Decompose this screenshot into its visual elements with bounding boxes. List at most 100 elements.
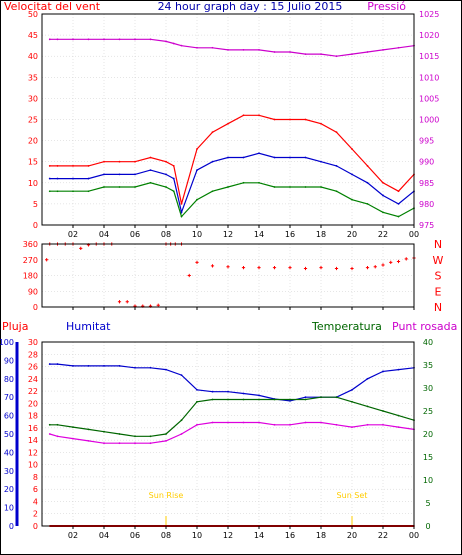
wind-y-tick-label: 20: [28, 137, 38, 146]
series-gust-point: [149, 156, 152, 159]
temperature-y-tick-label: 25: [423, 407, 433, 416]
humidity-label: Humitat: [66, 320, 111, 333]
pressure-label: Pressió: [367, 0, 406, 13]
series-pressure-point: [149, 38, 152, 41]
series-temperature-point: [103, 430, 105, 433]
series-pressure-point: [56, 38, 59, 41]
direction-y-tick-label: 0: [33, 303, 38, 312]
wind-direction-point: [396, 259, 401, 264]
series-humidity-point: [258, 394, 260, 397]
series-dewpoint-point: [397, 426, 400, 428]
series-pressure-point: [227, 48, 229, 51]
series-avg-point: [118, 173, 121, 176]
wind-direction-point: [303, 266, 308, 271]
x-tick-label: 06: [130, 230, 140, 239]
wind-y-tick-label: 5: [33, 200, 38, 209]
series-humidity-point: [242, 392, 245, 395]
series-temperature-point: [180, 419, 183, 422]
series-gust-point: [180, 203, 183, 205]
series-avg-point: [196, 169, 198, 172]
humidity-y-tick-label: 60: [4, 412, 14, 421]
series-dewpoint-point: [103, 442, 105, 445]
series-gust-point: [172, 165, 175, 167]
x-tick-label: 18: [316, 230, 326, 239]
wind-direction-point: [79, 246, 83, 250]
series-gust-point: [134, 160, 136, 163]
wind-direction-point: [381, 263, 385, 267]
series-humidity-point: [56, 363, 59, 365]
series-pressure-point: [304, 53, 307, 55]
series-avg-point: [366, 181, 369, 184]
series-low-point: [196, 198, 198, 201]
rain-y-tick-label: 10: [28, 461, 38, 470]
series-avg-point: [149, 169, 152, 172]
wind-direction-point: [257, 266, 261, 270]
series-temperature-point: [397, 414, 400, 417]
series-humidity-line: [49, 363, 415, 402]
rain-y-tick-label: 28: [28, 350, 38, 359]
series-avg-point: [165, 173, 167, 176]
humidity-y-tick-label: 80: [4, 375, 14, 384]
rain-label: Pluja: [2, 320, 28, 333]
wind-direction-point: [288, 266, 292, 270]
wind-y-tick-label: 45: [28, 31, 38, 40]
series-pressure-line: [49, 38, 415, 57]
x-tick-label: 02: [68, 531, 78, 540]
series-humidity-point: [87, 365, 90, 367]
series-pressure-point: [134, 38, 136, 41]
direction-y-tick-label: 180: [23, 272, 38, 281]
wind-y-tick-label: 10: [28, 179, 38, 188]
series-gust-point: [56, 165, 59, 167]
series-low-point: [397, 215, 400, 218]
series-gust-point: [87, 165, 90, 167]
series-gust-point: [382, 181, 384, 184]
rain-y-tick-label: 12: [28, 448, 38, 457]
temperature-y-tick-label: 20: [423, 430, 433, 439]
pressure-y-tick-label: 990: [419, 158, 434, 167]
series-humidity-point: [397, 368, 400, 371]
wind-direction-point: [350, 266, 354, 271]
series-humidity-point: [165, 368, 167, 371]
humidity-y-tick-label: 100: [0, 338, 14, 347]
series-avg-point: [382, 194, 384, 197]
series-low-point: [211, 190, 214, 193]
wind-y-tick-label: 15: [28, 158, 38, 167]
series-low-point: [258, 181, 260, 184]
series-pressure-point: [335, 55, 338, 58]
temperature-y-tick-label: 30: [423, 384, 433, 393]
series-temperature-point: [149, 435, 152, 438]
series-humidity-point: [382, 370, 384, 373]
series-temperature-point: [196, 400, 198, 403]
series-avg-point: [304, 156, 307, 159]
series-dewpoint-point: [134, 442, 136, 445]
series-humidity-point: [304, 396, 307, 399]
pressure-y-tick-label: 1015: [419, 52, 439, 61]
rain-y-tick-label: 14: [28, 436, 38, 445]
grid-layer: [42, 13, 415, 527]
series-temperature-point: [227, 398, 229, 401]
x-tick-label: 20: [347, 230, 357, 239]
series-pressure-point: [72, 38, 74, 41]
wind-direction-point: [125, 300, 129, 304]
series-low-point: [118, 186, 121, 188]
series-humidity-point: [211, 390, 214, 393]
series-temperature-point: [304, 398, 307, 401]
series-temperature-point: [165, 433, 167, 435]
series-humidity-point: [180, 374, 183, 377]
x-tick-label: 12: [223, 230, 233, 239]
series-dewpoint-point: [382, 423, 384, 426]
series-low-point: [366, 203, 369, 205]
x-tick-label: 00: [409, 230, 419, 239]
temperature-label: Temperatura: [311, 320, 382, 333]
wind-direction-point: [272, 266, 277, 270]
series-gust-point: [335, 131, 338, 134]
series-pressure-point: [211, 46, 214, 49]
series-low-point: [72, 190, 74, 193]
series-gust-point: [165, 160, 167, 163]
series-temperature-point: [48, 423, 51, 426]
series-pressure-point: [196, 46, 198, 49]
rain-y-tick-label: 6: [33, 485, 38, 494]
wind-speed-label: Velocitat del vent: [4, 0, 101, 13]
series-humidity-point: [72, 365, 74, 367]
